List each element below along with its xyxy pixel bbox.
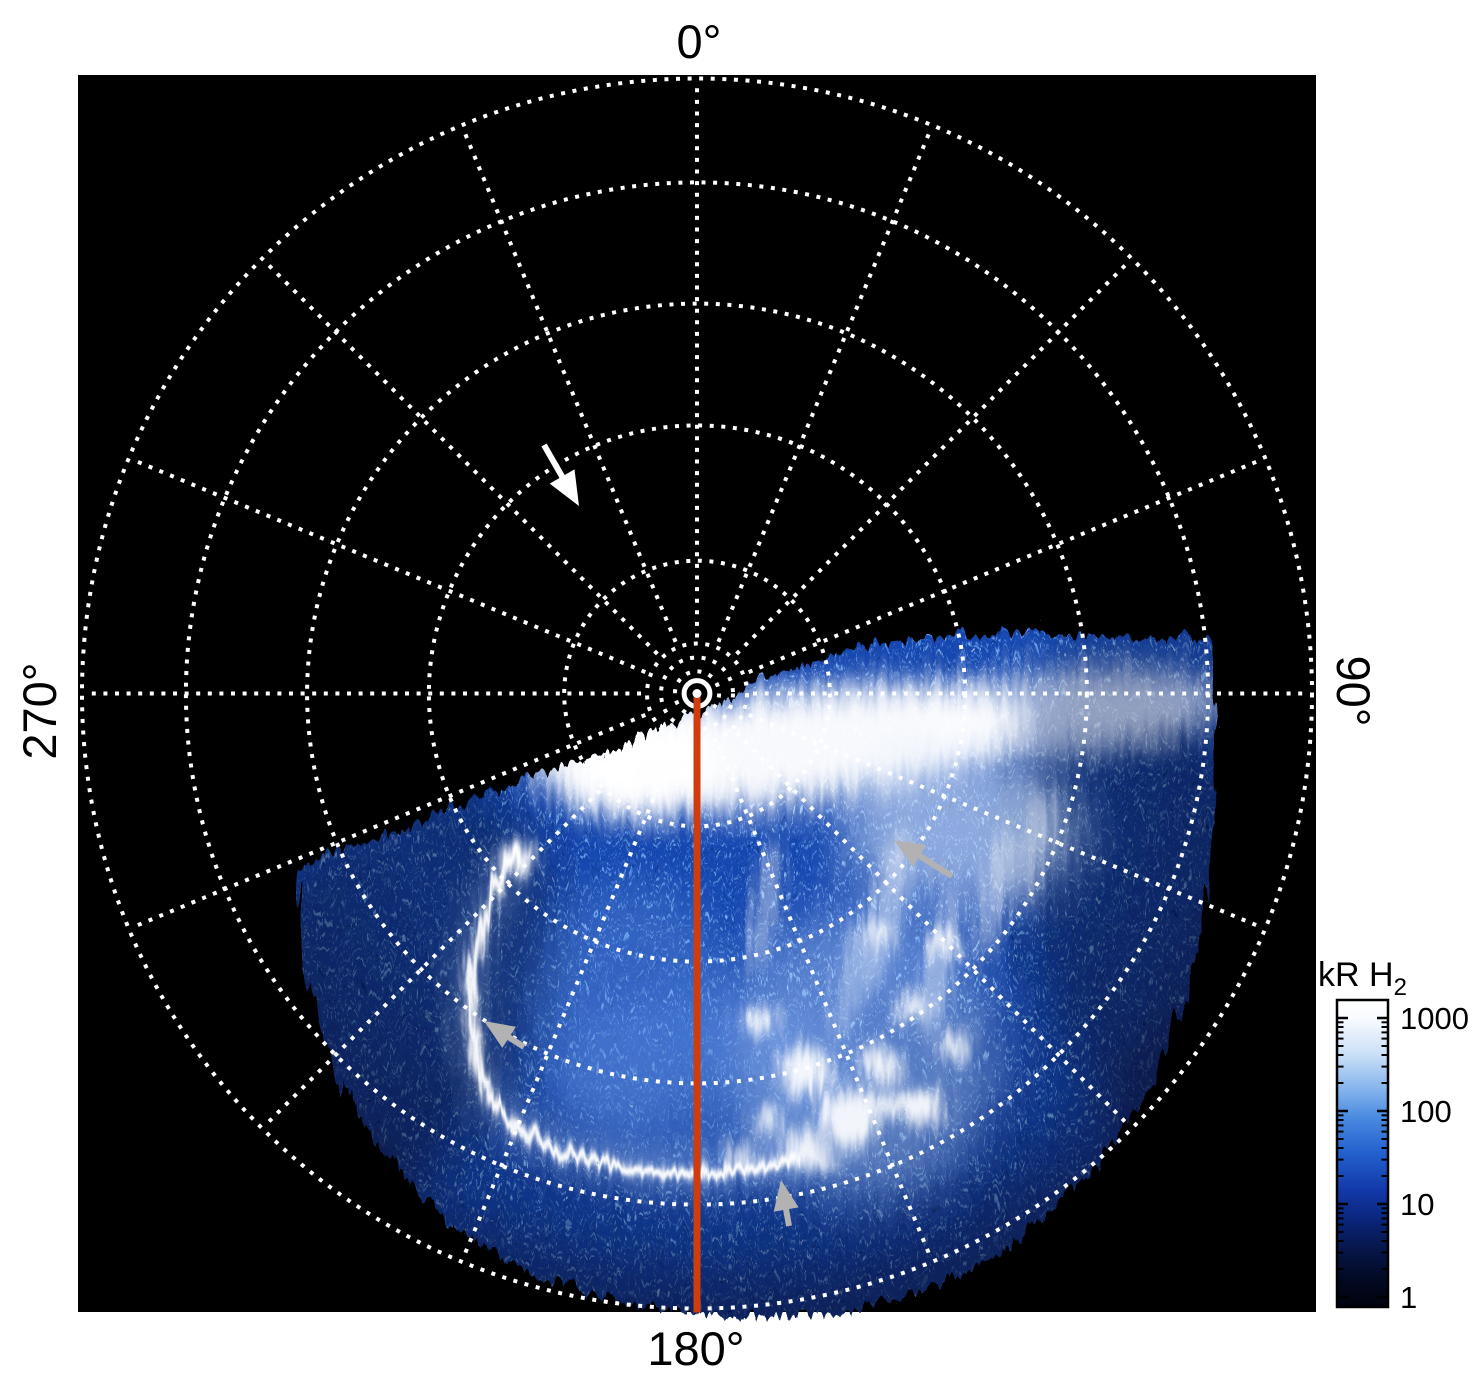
bright-band-east (905, 661, 1211, 749)
angle-label-0: 0° (677, 15, 722, 68)
arc-head-blob (497, 837, 527, 867)
angle-label-180: 180° (647, 1322, 744, 1375)
angle-label-270: 270° (13, 662, 66, 759)
colorbar: 1000 100 10 1 (1335, 998, 1469, 1315)
grid-circle (672, 669, 722, 718)
white-arrow (541, 443, 579, 506)
colorbar-tick-label: 1000 (1400, 1001, 1469, 1036)
colorbar-bar (1335, 998, 1390, 1309)
gray-arrow-upper-right (894, 840, 954, 879)
grid-circle (659, 655, 735, 732)
colorbar-tick-label: 10 (1400, 1187, 1434, 1222)
grid-circle (562, 558, 832, 829)
gray-arrow-left (484, 1021, 526, 1050)
colorbar-tick-label: 100 (1400, 1094, 1452, 1129)
streak (1014, 781, 1046, 899)
gray-arrow-bottom-head (773, 1180, 799, 1212)
grid-circle (645, 641, 749, 746)
colorbar-title: kR H2 (1318, 956, 1407, 1001)
streak (971, 821, 1009, 959)
colorbar-title-sub: 2 (1394, 974, 1407, 1001)
bright-patches (723, 918, 962, 1164)
colorbar-title-main: kR H (1318, 956, 1394, 994)
gray-arrow-upper-right-head (894, 840, 927, 867)
annotation-arrows (484, 443, 954, 1227)
meridian-line-group (692, 689, 702, 1313)
gray-arrow-left-head (484, 1021, 516, 1048)
colorbar-tick-label: 1 (1400, 1280, 1417, 1315)
angle-labels: 0° 90° 180° 270° (13, 15, 1380, 1375)
grid-circle (305, 301, 1089, 1086)
angle-label-90: 90° (1327, 655, 1380, 726)
gray-arrow-bottom (773, 1180, 799, 1227)
pole-dot (692, 689, 702, 698)
auroral-arc-core (461, 847, 793, 1170)
white-arrow-head (549, 469, 579, 506)
